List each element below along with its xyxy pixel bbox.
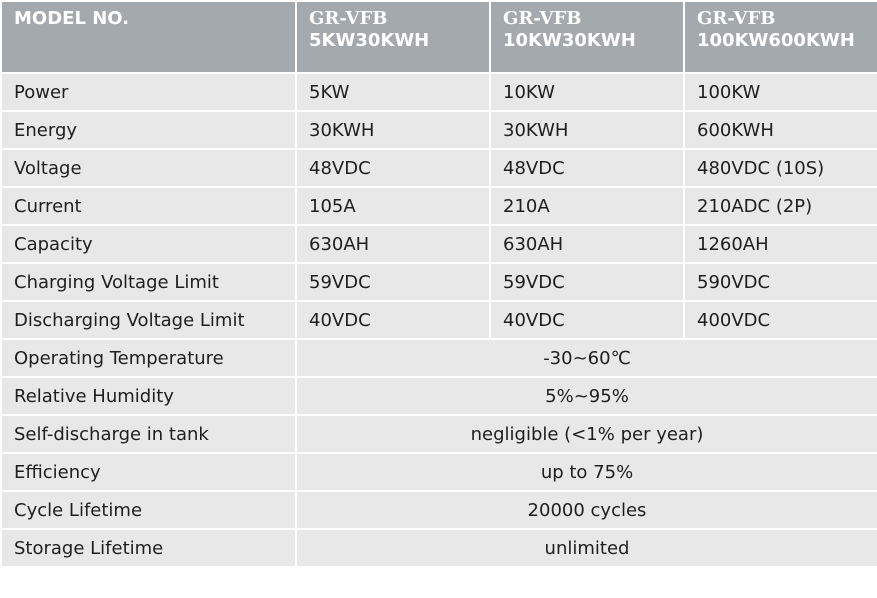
- cell: 59VDC: [489, 262, 685, 302]
- cell: 630AH: [295, 224, 491, 264]
- merged-cell: up to 75%: [295, 452, 877, 492]
- cell: 400VDC: [683, 300, 877, 340]
- row-label: Operating Temperature: [0, 338, 297, 378]
- row-label: Voltage: [0, 148, 297, 188]
- cell: 105A: [295, 186, 491, 226]
- cell: 10KW: [489, 72, 685, 112]
- cell: 630AH: [489, 224, 685, 264]
- merged-cell: -30~60℃: [295, 338, 877, 378]
- header-model: 100KW600KWH: [697, 30, 855, 51]
- row-label: Energy: [0, 110, 297, 150]
- cell: 210A: [489, 186, 685, 226]
- cell: 210ADC (2P): [683, 186, 877, 226]
- row-label: Relative Humidity: [0, 376, 297, 416]
- header-brand: GR-VFB: [697, 8, 776, 29]
- table-row: Self-discharge in tank negligible (<1% pe…: [0, 414, 877, 454]
- table-row: Current 105A 210A 210ADC (2P): [0, 186, 877, 226]
- merged-cell: negligible (<1% per year): [295, 414, 877, 454]
- row-label: Charging Voltage Limit: [0, 262, 297, 302]
- table-row: Charging Voltage Limit 59VDC 59VDC 590VDC: [0, 262, 877, 302]
- cell: 30KWH: [489, 110, 685, 150]
- table-row: Voltage 48VDC 48VDC 480VDC (10S): [0, 148, 877, 188]
- cell: 600KWH: [683, 110, 877, 150]
- header-cell: GR-VFB 10KW30KWH: [489, 0, 685, 74]
- header-brand: GR-VFB: [309, 8, 388, 29]
- table-row: Storage Lifetime unlimited: [0, 528, 877, 568]
- table-body: Power 5KW 10KW 100KW Energy 30KWH 30KWH 600KWH V…: [0, 72, 877, 568]
- table-row: Operating Temperature -30~60℃: [0, 338, 877, 378]
- row-label: Self-discharge in tank: [0, 414, 297, 454]
- table-row: Efficiency up to 75%: [0, 452, 877, 492]
- header-cell: GR-VFB 100KW600KWH: [683, 0, 877, 74]
- table-row: Energy 30KWH 30KWH 600KWH: [0, 110, 877, 150]
- merged-cell: unlimited: [295, 528, 877, 568]
- header-cell: GR-VFB 5KW30KWH: [295, 0, 491, 74]
- header-brand: GR-VFB: [503, 8, 582, 29]
- table-row: Discharging Voltage Limit 40VDC 40VDC 400VD…: [0, 300, 877, 340]
- cell: 100KW: [683, 72, 877, 112]
- header-model: 10KW30KWH: [503, 30, 636, 51]
- row-label: Discharging Voltage Limit: [0, 300, 297, 340]
- row-label: Current: [0, 186, 297, 226]
- cell: 1260AH: [683, 224, 877, 264]
- row-label: Power: [0, 72, 297, 112]
- spec-table: MODEL NO. GR-VFB 5KW30KWH GR-VFB 10KW30KWH GR…: [0, 0, 877, 568]
- row-label: Storage Lifetime: [0, 528, 297, 568]
- table-row: Capacity 630AH 630AH 1260AH: [0, 224, 877, 264]
- cell: 40VDC: [489, 300, 685, 340]
- merged-cell: 20000 cycles: [295, 490, 877, 530]
- table-row: Power 5KW 10KW 100KW: [0, 72, 877, 112]
- cell: 590VDC: [683, 262, 877, 302]
- cell: 5KW: [295, 72, 491, 112]
- table-row: Cycle Lifetime 20000 cycles: [0, 490, 877, 530]
- header-label: MODEL NO.: [14, 8, 129, 29]
- cell: 40VDC: [295, 300, 491, 340]
- cell: 48VDC: [489, 148, 685, 188]
- cell: 59VDC: [295, 262, 491, 302]
- row-label: Cycle Lifetime: [0, 490, 297, 530]
- merged-cell: 5%~95%: [295, 376, 877, 416]
- cell: 480VDC (10S): [683, 148, 877, 188]
- header-row: MODEL NO. GR-VFB 5KW30KWH GR-VFB 10KW30KWH GR…: [0, 0, 877, 74]
- header-model: 5KW30KWH: [309, 30, 430, 51]
- row-label: Capacity: [0, 224, 297, 264]
- header-cell: MODEL NO.: [0, 0, 297, 74]
- cell: 30KWH: [295, 110, 491, 150]
- row-label: Efficiency: [0, 452, 297, 492]
- table-row: Relative Humidity 5%~95%: [0, 376, 877, 416]
- cell: 48VDC: [295, 148, 491, 188]
